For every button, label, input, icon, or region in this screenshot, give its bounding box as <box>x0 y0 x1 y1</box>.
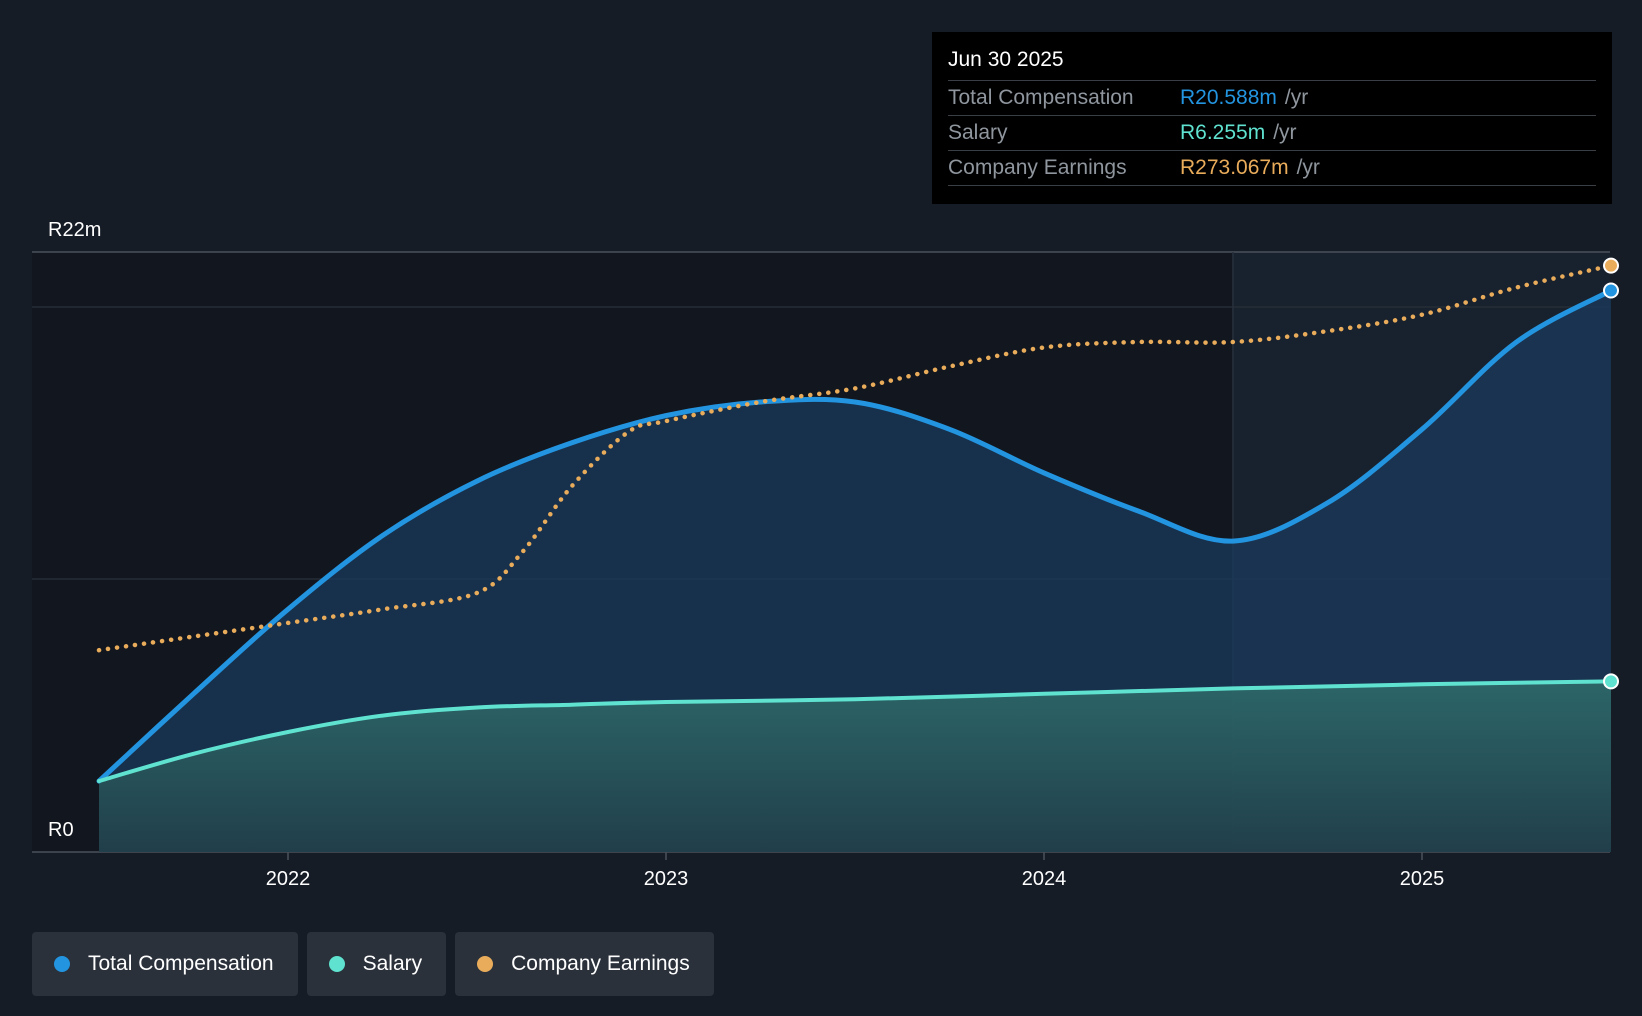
tooltip-label: Salary <box>948 121 1008 144</box>
tooltip-unit: /yr <box>1273 121 1297 144</box>
x-axis-ticks: 2022 2023 2024 2025 <box>266 852 1445 890</box>
x-tick-label: 2023 <box>644 868 689 890</box>
y-axis-max-label: R22m <box>48 219 101 241</box>
y-axis-min-label: R0 <box>48 819 74 841</box>
tooltip-label: Company Earnings <box>948 156 1127 179</box>
legend: Total Compensation Salary Company Earnin… <box>32 932 714 996</box>
company-earnings-endpoint[interactable] <box>1603 257 1619 274</box>
company-earnings-line[interactable] <box>96 263 1614 653</box>
total-compensation-endpoint[interactable] <box>1603 282 1619 299</box>
tooltip-value: R6.255m <box>1180 121 1266 144</box>
legend-salary[interactable]: Salary <box>306 932 447 996</box>
x-tick-label: 2024 <box>1022 868 1067 890</box>
tooltip-unit: /yr <box>1296 156 1320 179</box>
tooltip-date: Jun 30 2025 <box>948 46 1596 81</box>
hover-tooltip: Jun 30 2025 Total Compensation R20.588m … <box>932 32 1612 204</box>
legend-company-earnings[interactable]: Company Earnings <box>455 932 714 996</box>
salary-line[interactable] <box>97 679 1613 784</box>
tooltip-row-company-earnings: Company Earnings R273.067m /yr <box>948 151 1596 186</box>
total-compensation-line[interactable] <box>96 288 1614 784</box>
tooltip-value: R273.067m <box>1180 156 1289 179</box>
tooltip-row-total-compensation: Total Compensation R20.588m /yr <box>948 81 1596 116</box>
tooltip-label: Total Compensation <box>948 86 1134 109</box>
salary-area <box>99 681 1611 852</box>
x-tick-label: 2025 <box>1400 868 1445 890</box>
tooltip-value: R20.588m <box>1180 86 1277 109</box>
legend-label: Company Earnings <box>511 952 690 975</box>
legend-label: Salary <box>362 952 423 975</box>
x-tick-label: 2022 <box>266 868 311 890</box>
legend-dot-icon <box>54 956 70 972</box>
tooltip-row-salary: Salary R6.255m /yr <box>948 116 1596 151</box>
salary-endpoint[interactable] <box>1603 673 1619 690</box>
legend-dot-icon <box>328 956 345 972</box>
legend-dot-icon <box>477 956 494 972</box>
tooltip-unit: /yr <box>1284 86 1309 109</box>
legend-label: Total Compensation <box>88 952 274 975</box>
legend-total-compensation[interactable]: Total Compensation <box>32 932 298 996</box>
